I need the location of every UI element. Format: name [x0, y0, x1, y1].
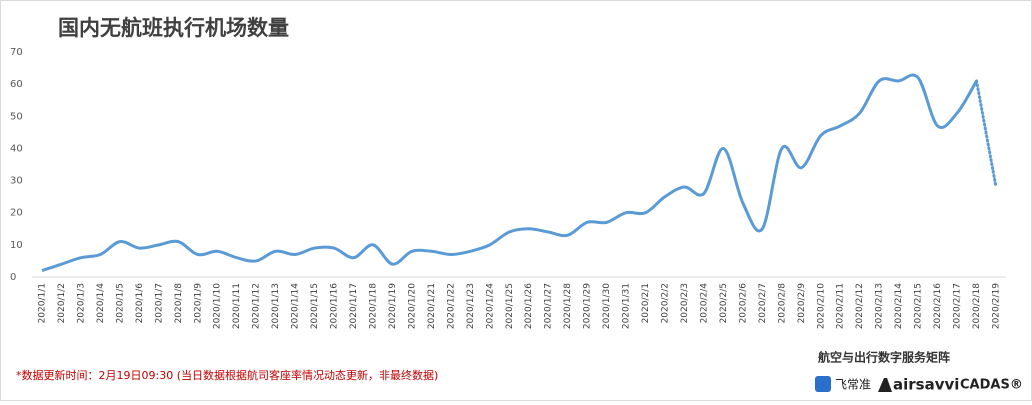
x-tick-label: 2020/1/13 [271, 283, 281, 329]
x-tick-label: 2020/2/9 [797, 283, 807, 324]
x-tick-label: 2020/1/3 [76, 283, 86, 323]
x-tick-label: 2020/1/2 [57, 283, 67, 323]
logo: CADAS® [960, 378, 1023, 393]
line [41, 73, 978, 272]
logo-icon [815, 376, 831, 392]
x-tick-label: 2020/1/23 [466, 283, 476, 329]
chart-title: 国内无航班执行机场数量 [58, 16, 289, 40]
x-tick-label: 2020/1/7 [154, 283, 164, 323]
y-tick-label: 10 [10, 240, 23, 251]
x-tick-label: 2020/1/15 [310, 283, 320, 329]
x-tick-label: 2020/1/6 [135, 283, 145, 324]
x-tick-label: 2020/1/12 [252, 283, 262, 329]
y-tick-label: 30 [10, 176, 23, 187]
y-tick-label: 40 [10, 143, 23, 154]
x-tick-label: 2020/1/29 [583, 283, 593, 329]
footnote: *数据更新时间：2月19日09:30 (当日数据根据航司客座率情况动态更新，非最… [16, 368, 438, 382]
x-tick-label: 2020/2/1 [641, 283, 651, 323]
x-tick-label: 2020/2/3 [680, 283, 690, 323]
x-tick-label: 2020/2/7 [758, 283, 768, 323]
x-tick-label: 2020/1/11 [232, 283, 242, 329]
x-tick-label: 2020/1/9 [193, 283, 203, 324]
x-tick-label: 2020/1/30 [602, 283, 612, 329]
x-tick-label: 2020/2/14 [894, 283, 904, 329]
x-tick-label: 2020/2/4 [699, 283, 709, 324]
x-tick-label: 2020/2/17 [953, 283, 963, 329]
x-tick-label: 2020/2/5 [719, 283, 729, 323]
x-tick-label: 2020/2/19 [992, 283, 1002, 329]
x-tick-label: 2020/1/14 [291, 283, 301, 329]
x-tick-label: 2020/2/13 [875, 283, 885, 329]
x-tick-label: 2020/1/25 [505, 283, 515, 329]
x-tick-label: 2020/1/26 [524, 283, 534, 329]
x-tick-label: 2020/1/27 [544, 283, 554, 329]
logo: airsavvi [893, 376, 959, 394]
logo-icon [878, 378, 892, 392]
x-tick-label: 2020/1/31 [622, 283, 632, 329]
x-tick-label: 2020/1/4 [96, 283, 106, 324]
logo: 飞常准 [835, 378, 871, 392]
x-tick-label: 2020/1/16 [330, 283, 340, 329]
x-tick-label: 2020/2/15 [914, 283, 924, 329]
y-tick-label: 50 [10, 111, 23, 122]
x-tick-label: 2020/2/2 [661, 283, 671, 323]
line-dotted [975, 79, 998, 189]
x-tick-label: 2020/2/18 [972, 283, 982, 329]
x-tick-label: 2020/1/10 [213, 283, 223, 329]
y-tick-label: 0 [10, 272, 16, 283]
x-tick-label: 2020/1/19 [388, 283, 398, 329]
x-tick-label: 2020/1/17 [349, 283, 359, 329]
x-tick-label: 2020/2/10 [816, 283, 826, 329]
x-tick-label: 2020/1/22 [446, 283, 456, 329]
x-tick-label: 2020/1/28 [563, 283, 573, 329]
x-tick-label: 2020/2/8 [777, 283, 787, 324]
x-tick-label: 2020/1/20 [407, 283, 417, 329]
x-tick-label: 2020/2/12 [855, 283, 865, 329]
x-tick-label: 2020/1/18 [368, 283, 378, 329]
x-tick-label: 2020/1/8 [174, 283, 184, 324]
y-tick-label: 70 [10, 47, 23, 58]
x-tick-label: 2020/2/11 [836, 283, 846, 329]
x-tick-label: 2020/1/21 [427, 283, 437, 329]
x-tick-label: 2020/2/6 [738, 283, 748, 324]
x-tick-label: 2020/1/1 [38, 283, 48, 323]
x-tick-label: 2020/1/24 [485, 283, 495, 329]
brand-title: 航空与出行数字服务矩阵 [818, 350, 950, 365]
x-tick-label: 2020/2/16 [933, 283, 943, 329]
x-tick-label: 2020/1/5 [115, 283, 125, 323]
y-tick-label: 20 [10, 208, 23, 219]
y-tick-label: 60 [10, 79, 23, 90]
